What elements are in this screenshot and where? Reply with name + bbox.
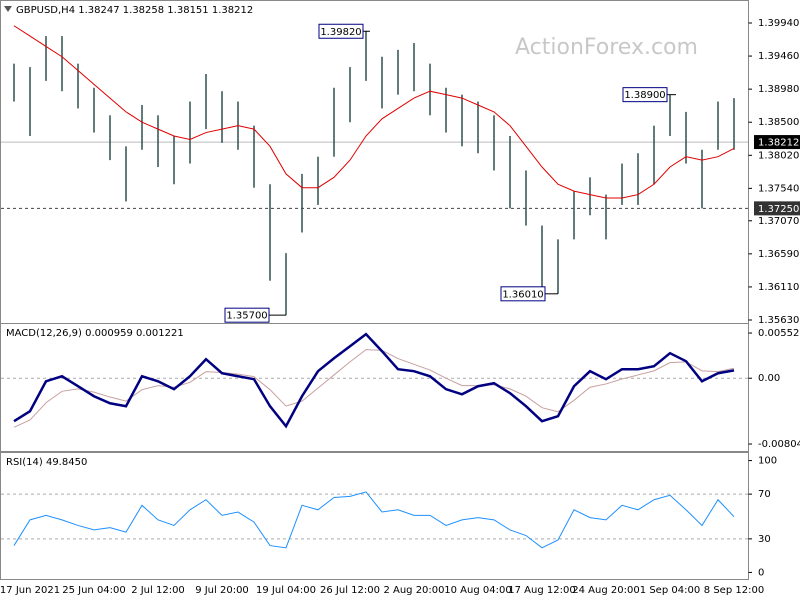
y-tick-label: 1.35630 xyxy=(758,315,799,326)
panel-title: RSI(14) 49.8450 xyxy=(6,457,87,468)
y-tick-label: 1.37070 xyxy=(758,216,799,227)
y-tick-label: 0.00 xyxy=(758,373,780,384)
title-icon xyxy=(4,6,12,12)
annotation-label: 1.39820 xyxy=(320,27,361,38)
panel-title: GBPUSD,H4 1.38247 1.38258 1.38151 1.3821… xyxy=(16,5,253,16)
annotation-box xyxy=(500,286,546,302)
annotation-box xyxy=(622,87,668,103)
y-tick-label: 0.00552 xyxy=(758,328,799,339)
x-tick-label: 2 Aug 20:00 xyxy=(383,585,444,596)
y-tick-label: 1.36590 xyxy=(758,249,799,260)
price-label: 1.37250 xyxy=(758,204,799,215)
x-tick-label: 8 Sep 12:00 xyxy=(704,585,764,596)
panel-frame xyxy=(0,452,749,580)
x-tick-label: 24 Aug 20:00 xyxy=(572,585,639,596)
x-tick-label: 9 Jul 20:00 xyxy=(195,585,249,596)
y-tick-label: 1.38020 xyxy=(758,150,799,161)
panel-title: MACD(12,26,9) 0.000959 0.001221 xyxy=(6,328,184,339)
x-tick-label: 1 Sep 04:00 xyxy=(640,585,700,596)
indicator-line xyxy=(13,491,735,549)
x-tick-label: 25 Jun 04:00 xyxy=(62,585,126,596)
watermark: ActionForex.com xyxy=(515,35,698,60)
annotation-box xyxy=(318,23,364,39)
x-tick-label: 2 Jul 12:00 xyxy=(131,585,185,596)
x-tick-label: 10 Aug 04:00 xyxy=(444,585,511,596)
y-tick-label: 1.39940 xyxy=(758,18,799,29)
y-tick-label: 1.37540 xyxy=(758,183,799,194)
x-tick-label: 17 Aug 12:00 xyxy=(508,585,575,596)
indicator-line xyxy=(13,349,735,428)
y-tick-label: 1.36110 xyxy=(758,282,799,293)
indicator-line xyxy=(13,332,735,429)
moving-average xyxy=(13,25,735,199)
y-tick-label: -0.00804 xyxy=(758,439,800,450)
y-tick-label: 1.38500 xyxy=(758,117,799,128)
price-label: 1.38212 xyxy=(758,138,799,149)
price-label-box xyxy=(754,135,800,150)
y-tick-label: 0 xyxy=(758,567,764,578)
y-tick-label: 1.39460 xyxy=(758,51,799,62)
annotation-label: 1.38900 xyxy=(624,90,665,101)
y-tick-label: 30 xyxy=(758,534,771,545)
y-tick-label: 100 xyxy=(758,456,777,467)
x-tick-label: 26 Jul 12:00 xyxy=(320,585,380,596)
y-tick-label: 1.38980 xyxy=(758,84,799,95)
x-tick-label: 17 Jun 2021 xyxy=(0,585,60,596)
y-tick-label: 70 xyxy=(758,489,771,500)
x-tick-label: 19 Jul 04:00 xyxy=(256,585,316,596)
annotation-label: 1.35700 xyxy=(226,311,267,322)
annotation-label: 1.36010 xyxy=(502,289,543,300)
annotation-box xyxy=(224,307,270,323)
panel-frame xyxy=(0,323,749,452)
price-label-box xyxy=(754,201,800,216)
